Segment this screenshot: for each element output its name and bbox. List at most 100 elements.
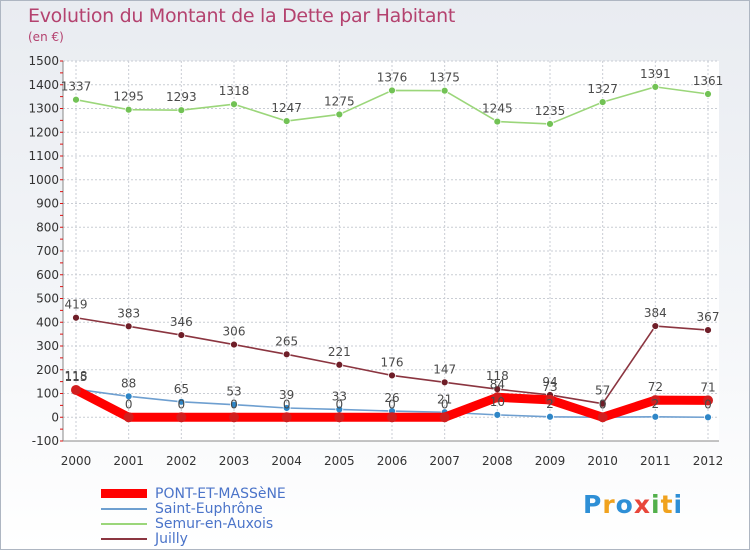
x-tick-label: 2000 xyxy=(61,454,92,468)
data-label: 94 xyxy=(542,375,557,389)
chart-title: Evolution du Montant de la Dette par Hab… xyxy=(28,5,456,27)
data-point xyxy=(439,412,450,423)
data-point xyxy=(334,412,345,423)
data-label: 115 xyxy=(65,370,88,384)
data-point xyxy=(703,395,713,406)
data-label: 0 xyxy=(704,397,712,411)
data-point xyxy=(124,105,133,114)
data-label: 1295 xyxy=(113,90,144,104)
data-point xyxy=(546,120,554,128)
data-point xyxy=(335,110,344,119)
logo-letter: x xyxy=(633,490,651,519)
data-point xyxy=(124,322,133,331)
data-label: 0 xyxy=(178,397,186,411)
legend-item: PONT-ET-MASSèNE xyxy=(101,485,286,502)
data-point xyxy=(704,90,712,98)
x-tick-label: 2002 xyxy=(166,454,197,468)
data-label: 33 xyxy=(332,389,347,403)
logo-letter: i xyxy=(673,490,684,519)
logo-letter: t xyxy=(660,490,674,519)
data-point xyxy=(124,392,133,401)
y-tick-label: 700 xyxy=(36,244,59,258)
data-point xyxy=(230,100,238,109)
data-point xyxy=(176,412,187,423)
data-label: 0 xyxy=(388,397,396,411)
data-label: 10 xyxy=(490,395,505,409)
x-tick-label: 2006 xyxy=(377,454,408,468)
data-point xyxy=(651,412,660,421)
x-tick-label: 2004 xyxy=(271,454,302,468)
y-tick-label: 900 xyxy=(36,197,59,211)
data-point xyxy=(72,313,80,322)
legend-swatch xyxy=(101,522,147,525)
data-point xyxy=(335,360,344,369)
data-label: 367 xyxy=(697,310,720,324)
x-tick-label: 2011 xyxy=(640,454,671,468)
chart-subtitle: (en €) xyxy=(28,30,64,44)
data-label: 26 xyxy=(384,391,399,405)
data-point xyxy=(704,413,712,422)
data-label: 2 xyxy=(652,397,660,411)
data-label: 72 xyxy=(648,380,663,394)
data-label: 1245 xyxy=(482,102,513,116)
data-label: 147 xyxy=(433,362,456,376)
x-tick-label: 2009 xyxy=(535,454,566,468)
y-tick-label: 100 xyxy=(36,387,59,401)
legend-item: Juilly xyxy=(101,531,286,547)
data-label: 384 xyxy=(644,306,667,320)
data-label: 71 xyxy=(700,380,715,394)
data-point xyxy=(229,412,239,423)
data-point xyxy=(597,412,608,423)
x-tick-label: 2012 xyxy=(693,454,724,468)
data-point xyxy=(545,394,555,405)
data-label: 1391 xyxy=(640,67,671,81)
data-label: 1293 xyxy=(166,90,197,104)
data-label: 65 xyxy=(174,382,189,396)
data-label: 0 xyxy=(283,397,291,411)
data-label: 118 xyxy=(65,369,88,383)
data-label: 265 xyxy=(275,334,298,348)
data-label: 0 xyxy=(599,397,607,411)
data-point xyxy=(281,412,292,423)
data-point xyxy=(388,371,396,380)
y-tick-label: 1200 xyxy=(28,125,59,139)
data-label: 383 xyxy=(117,306,140,320)
data-point xyxy=(492,392,503,403)
x-tick-label: 2005 xyxy=(324,454,355,468)
data-point xyxy=(651,82,660,91)
data-label: 0 xyxy=(599,397,607,411)
data-label: 1235 xyxy=(535,104,566,118)
legend-item: Saint-Euphrône xyxy=(101,501,286,517)
data-point xyxy=(598,98,607,106)
legend-label: PONT-ET-MASSèNE xyxy=(155,485,286,502)
x-tick-label: 2007 xyxy=(429,454,460,468)
y-tick-label: 1500 xyxy=(28,54,59,68)
data-label: 2 xyxy=(546,397,554,411)
y-tick-label: 500 xyxy=(36,292,59,306)
data-label: 21 xyxy=(437,392,452,406)
data-label: 0 xyxy=(125,397,133,411)
data-point xyxy=(282,117,291,125)
data-point xyxy=(493,410,502,419)
logo-letter: o xyxy=(615,490,634,519)
x-tick-label: 2001 xyxy=(113,454,144,468)
x-tick-label: 2008 xyxy=(482,454,513,468)
y-tick-label: 400 xyxy=(36,315,59,329)
data-label: 1376 xyxy=(377,70,408,84)
y-tick-label: 1100 xyxy=(28,149,59,163)
data-point xyxy=(282,404,291,412)
y-tick-label: 1000 xyxy=(28,173,59,187)
data-label: 0 xyxy=(441,397,449,411)
data-label: 1275 xyxy=(324,94,355,108)
data-label: 346 xyxy=(170,315,193,329)
data-point xyxy=(230,340,238,349)
legend-label: Semur-en-Auxois xyxy=(155,515,274,532)
y-tick-label: 200 xyxy=(36,363,59,377)
data-label: 1361 xyxy=(693,74,724,88)
y-tick-label: 300 xyxy=(36,339,59,353)
data-point xyxy=(387,412,397,423)
data-point xyxy=(230,400,238,409)
y-tick-label: 1400 xyxy=(28,78,59,92)
